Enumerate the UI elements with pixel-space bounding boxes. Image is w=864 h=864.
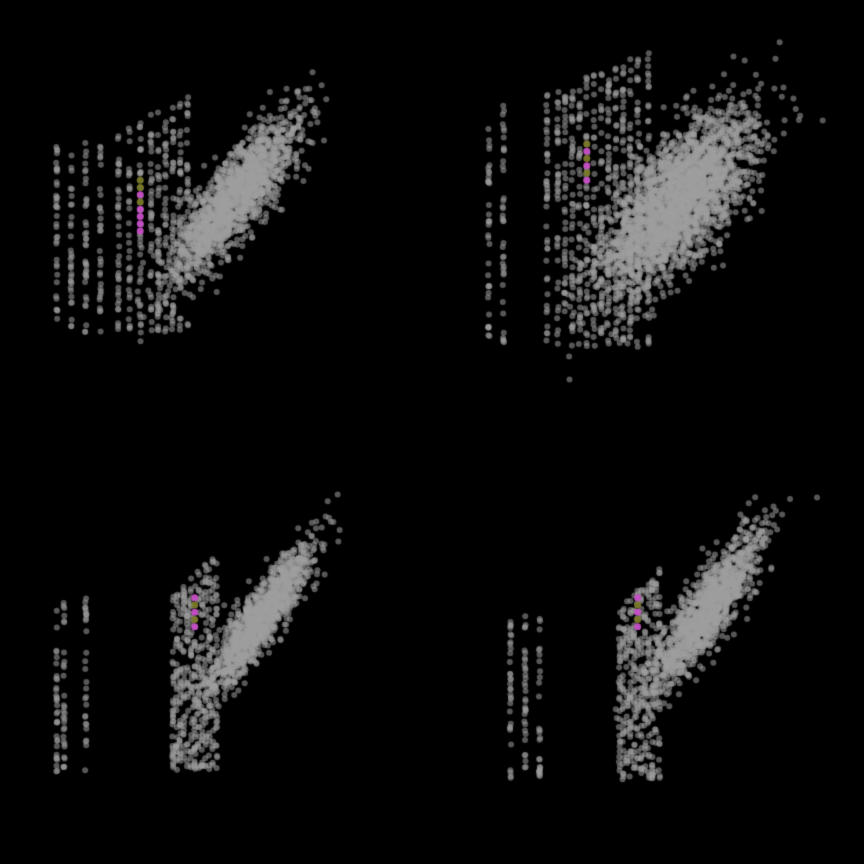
panel-bottom-left (35, 467, 398, 830)
panel-bottom-right (467, 467, 830, 830)
scatter-canvas-bottom-left (35, 467, 398, 830)
panel-top-right (467, 35, 830, 398)
scatter-grid (0, 0, 864, 864)
panel-top-left (35, 35, 398, 398)
scatter-canvas-top-right (467, 35, 830, 398)
scatter-canvas-bottom-right (467, 467, 830, 830)
scatter-canvas-top-left (35, 35, 398, 398)
